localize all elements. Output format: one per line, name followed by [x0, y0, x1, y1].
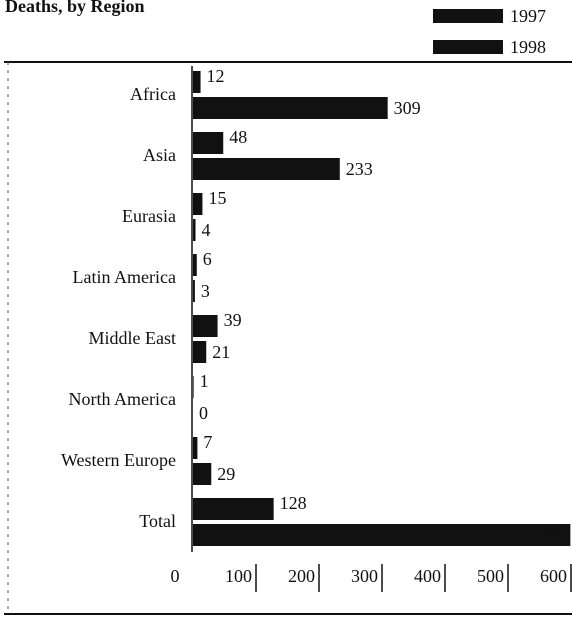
legend-swatch [433, 40, 503, 54]
legend-label: 1997 [510, 6, 546, 26]
category-label: Eurasia [122, 206, 176, 226]
bar [193, 341, 207, 363]
data-label: 29 [217, 464, 235, 484]
data-label: 12 [207, 66, 225, 86]
bar [193, 376, 194, 398]
bar [193, 158, 340, 180]
bar [193, 254, 197, 276]
category-label: Latin America [73, 267, 176, 287]
bar [193, 132, 224, 154]
data-label: 1 [200, 371, 209, 391]
data-label: 15 [208, 188, 226, 208]
data-label: 4 [202, 220, 211, 240]
x-tick-label: 100 [225, 566, 252, 586]
category-label: Asia [143, 145, 176, 165]
x-tick-label: 0 [171, 566, 180, 586]
category-label: Total [139, 511, 176, 531]
data-label: 48 [229, 127, 247, 147]
bar [193, 193, 203, 215]
bar [193, 280, 195, 302]
x-tick-label: 500 [477, 566, 504, 586]
category-label: Middle East [89, 328, 177, 348]
data-label: 6 [203, 249, 212, 269]
data-label: 0 [199, 403, 208, 423]
data-label: 233 [346, 159, 373, 179]
chart-title: Deaths, by Region [5, 0, 145, 16]
data-label: 7 [203, 432, 212, 452]
bar [193, 315, 218, 337]
bar [193, 437, 198, 459]
bar [193, 463, 212, 485]
legend-label: 1998 [510, 37, 546, 57]
legend-swatch [433, 9, 503, 23]
bar [193, 498, 274, 520]
bar [193, 71, 201, 93]
data-label: 128 [280, 493, 307, 513]
x-tick-label: 600 [540, 566, 567, 586]
data-label: 309 [394, 98, 421, 118]
category-label: Africa [130, 84, 176, 104]
data-label: 599 [537, 525, 564, 545]
category-label: North America [69, 389, 176, 409]
x-tick-label: 200 [288, 566, 315, 586]
category-label: Western Europe [61, 450, 176, 470]
bar [193, 219, 196, 241]
data-label: 3 [201, 281, 210, 301]
data-label: 39 [224, 310, 242, 330]
x-tick-label: 300 [351, 566, 378, 586]
x-tick-label: 400 [414, 566, 441, 586]
bar [193, 524, 571, 546]
data-label: 21 [212, 342, 230, 362]
bar [193, 97, 388, 119]
